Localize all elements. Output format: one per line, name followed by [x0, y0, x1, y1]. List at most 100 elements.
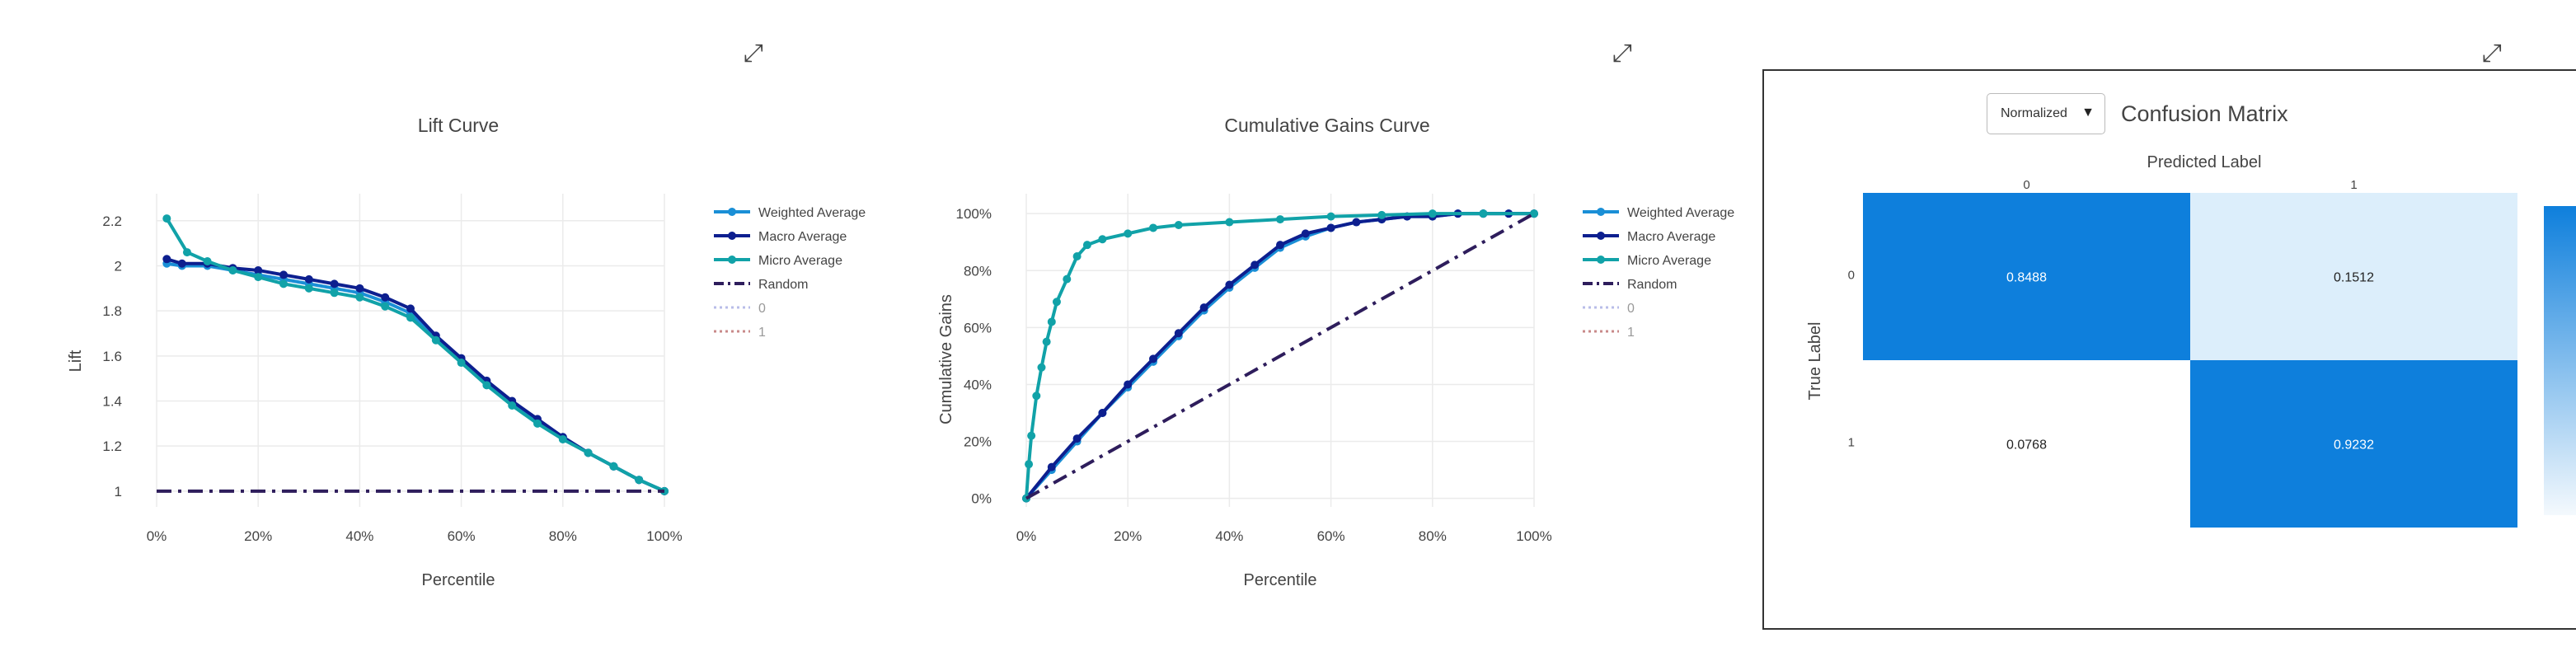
- series-point: [1037, 363, 1046, 372]
- cm-cell-value: 0.1512: [2334, 271, 2374, 285]
- legend-label[interactable]: Macro Average: [1627, 230, 1715, 244]
- gains-y-axis-title: Cumulative Gains: [937, 294, 955, 424]
- gains-grid: [1025, 194, 1535, 507]
- series-point: [1199, 303, 1208, 312]
- lift-grid: [156, 194, 665, 507]
- series-point: [1276, 215, 1284, 224]
- series-point: [1225, 218, 1234, 227]
- y-tick-label: 1.2: [102, 439, 122, 454]
- lift-series: [157, 214, 669, 495]
- legend-label[interactable]: Weighted Average: [1627, 206, 1734, 220]
- x-tick-label: 0%: [147, 528, 167, 544]
- y-tick-label: 2.2: [102, 213, 122, 229]
- series-point: [457, 359, 466, 368]
- gains-x-axis-title: Percentile: [1244, 571, 1317, 589]
- cm-y-tick-label: 0: [1848, 269, 1855, 283]
- series-point: [381, 293, 390, 302]
- series-line: [1025, 212, 1534, 499]
- series-point: [254, 273, 263, 282]
- series-point: [355, 293, 364, 302]
- series-point: [1124, 229, 1133, 238]
- lift-chart-title: Lift Curve: [418, 115, 499, 136]
- legend-label[interactable]: Micro Average: [758, 254, 842, 268]
- gains-chart-title: Cumulative Gains Curve: [1224, 115, 1429, 136]
- series-point: [355, 284, 364, 293]
- legend-label[interactable]: Random: [1627, 278, 1677, 292]
- series-line: [1025, 212, 1535, 500]
- series-point: [330, 279, 339, 288]
- cm-x-tick-label: 0: [2023, 178, 2029, 192]
- series-point: [1174, 221, 1183, 229]
- y-tick-label: 80%: [964, 263, 992, 279]
- legend-label[interactable]: 1: [1627, 326, 1635, 340]
- gains-ticks: 0% 20% 40% 60% 80% 100% 0% 20% 40% 60% 80% 100%: [956, 206, 1552, 544]
- lift-x-axis-title: Percentile: [422, 571, 495, 589]
- series-point: [1027, 431, 1036, 440]
- legend-marker: [728, 208, 736, 216]
- series-point: [1042, 337, 1051, 346]
- cm-cells: 0 1 0 1 0.8488 0.1512 0.0768 0.9232: [1848, 178, 2517, 528]
- x-tick-label: 80%: [549, 528, 577, 544]
- legend-label[interactable]: 0: [1627, 302, 1635, 316]
- legend-label[interactable]: 0: [758, 302, 766, 316]
- cm-cell: [1863, 360, 2190, 528]
- series-point: [203, 257, 212, 266]
- series-point: [1352, 218, 1361, 227]
- series-point: [1326, 212, 1335, 221]
- cm-cell: [2190, 360, 2517, 528]
- legend-label[interactable]: Micro Average: [1627, 254, 1711, 268]
- gains-series: [1022, 209, 1538, 503]
- cm-cell-value: 0.9232: [2334, 439, 2374, 453]
- series-point: [228, 265, 237, 274]
- legend-marker: [1597, 208, 1605, 216]
- series-point: [1250, 260, 1260, 270]
- series-point: [1479, 209, 1488, 218]
- y-tick-label: 20%: [964, 434, 992, 450]
- series-point: [330, 288, 339, 298]
- cm-cell-value: 0.8488: [2006, 271, 2047, 285]
- series-point: [558, 434, 567, 443]
- caret-down-icon[interactable]: ▼: [2081, 106, 2095, 120]
- expand-diagonal-icon[interactable]: ⤢: [1612, 40, 1632, 67]
- series-point: [279, 270, 288, 279]
- series-point: [1326, 223, 1335, 232]
- expand-diagonal-icon[interactable]: ⤢: [744, 40, 763, 67]
- legend-label[interactable]: Random: [758, 278, 808, 292]
- cm-y-axis-title: True Label: [1806, 322, 1824, 401]
- series-point: [406, 304, 415, 313]
- series-point: [1377, 210, 1387, 219]
- legend-marker: [728, 232, 736, 240]
- series-point: [1276, 241, 1284, 250]
- y-tick-label: 60%: [964, 320, 992, 335]
- series-point: [1032, 392, 1041, 401]
- y-tick-label: 0%: [971, 491, 992, 507]
- series-point: [406, 313, 415, 322]
- normalize-dropdown[interactable]: Normalized ▼: [1987, 93, 2105, 134]
- legend-label[interactable]: Weighted Average: [758, 206, 866, 220]
- series-point: [254, 265, 263, 274]
- series-point: [279, 279, 288, 288]
- cm-colorbar-gradient: [2544, 206, 2576, 515]
- x-tick-label: 60%: [448, 528, 476, 544]
- y-tick-label: 1.8: [102, 303, 122, 319]
- legend-label[interactable]: 1: [758, 326, 766, 340]
- cm-colorbar: [2544, 206, 2576, 515]
- series-point: [635, 476, 644, 485]
- series-point: [1063, 274, 1072, 284]
- series-line: [167, 261, 665, 493]
- y-tick-label: 2: [115, 258, 122, 274]
- lift-chart: Lift Curve 0% 20% 40% 60% 80% 100% 1 1.2 1.4 1.6 1…: [67, 115, 866, 589]
- series-point: [584, 448, 593, 457]
- series-point: [1225, 280, 1234, 289]
- x-tick-label: 20%: [1114, 528, 1142, 544]
- series-point: [1124, 380, 1133, 389]
- series-point: [1025, 460, 1034, 469]
- gains-legend[interactable]: Weighted Average Macro Average Micro Avera…: [1583, 206, 1734, 340]
- expand-diagonal-icon[interactable]: ⤢: [2482, 40, 2502, 67]
- series-point: [1082, 241, 1091, 250]
- legend-label[interactable]: Macro Average: [758, 230, 847, 244]
- x-tick-label: 100%: [1516, 528, 1551, 544]
- lift-legend[interactable]: Weighted Average Macro Average Micro Avera…: [714, 206, 866, 340]
- series-point: [1047, 462, 1056, 471]
- series-point: [1301, 229, 1310, 238]
